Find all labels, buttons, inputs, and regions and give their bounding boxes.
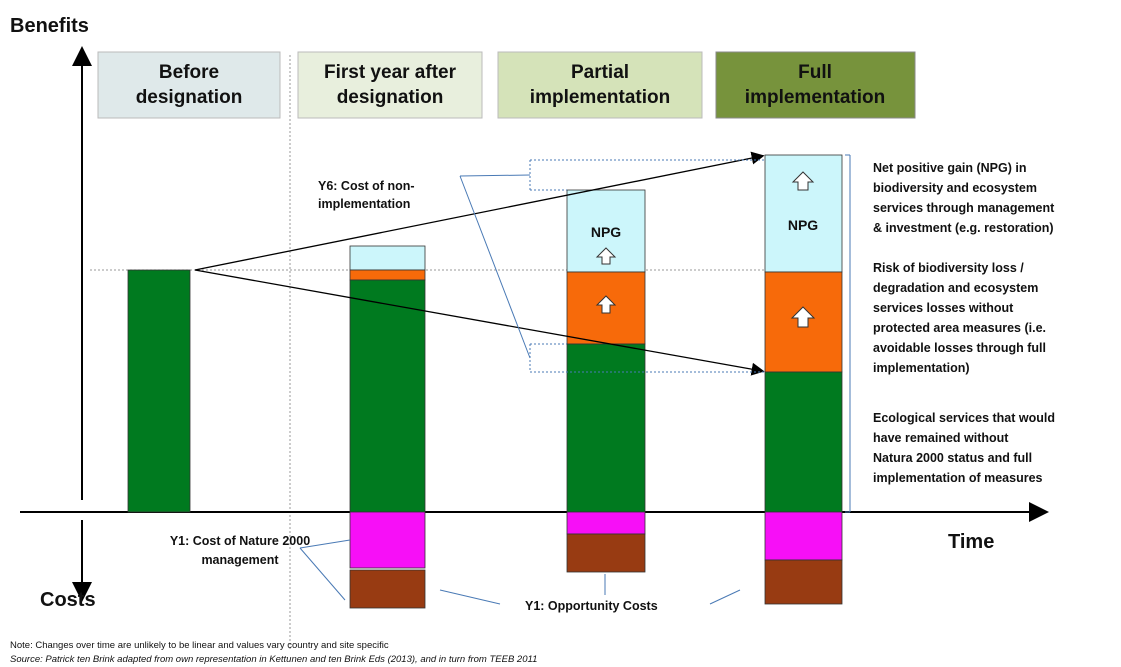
bar-opportunity [566,533,646,573]
axis-label: Time [948,531,994,553]
annotation: services through management [873,201,1055,215]
annotation: Risk of biodiversity loss / [873,261,1024,275]
trend-arrow [194,151,765,271]
source: Source: Patrick ten Brink adapted from o… [10,654,537,665]
bar-management [764,511,843,561]
brackets [529,159,765,373]
axis-label: Costs [40,589,96,611]
bar-management [349,511,426,569]
bar-management [566,511,646,535]
annotation: avoidable losses through full [873,341,1046,355]
up-arrows [595,171,816,328]
annotation: & investment (e.g. restoration) [873,221,1054,235]
phase-label: Full [798,62,832,83]
annotation: Y1: Cost of Nature 2000 [170,534,310,548]
annotation: biodiversity and ecosystem [873,181,1037,195]
phase-box [715,51,916,119]
phase-box [497,51,703,119]
npg-label: NPG [788,217,818,233]
npg-label: NPG [591,224,621,240]
header-boxes: Before designation First year after desi… [97,51,916,119]
bar-opportunity [349,569,426,609]
annotation: implementation of measures [873,471,1043,485]
annotation: Y6: Cost of non- [318,179,415,193]
phase-label: implementation [745,87,885,108]
annotation: Y1: Opportunity Costs [525,599,658,613]
bar-green [764,371,843,513]
phase-label: Before [159,62,219,83]
phase-label: designation [337,87,444,108]
note: Note: Changes over time are unlikely to … [10,640,389,651]
leader-lines [299,154,851,605]
bar-green [566,343,646,513]
bar-npg [349,245,426,271]
phase-label: designation [136,87,243,108]
trend-arrow [194,269,765,376]
annotations: Y6: Cost of non- implementation Y1: Cost… [10,161,1055,665]
annotation: have remained without [873,431,1009,445]
phase-box [97,51,281,119]
axis-label: Benefits [10,15,89,37]
annotation: implementation) [873,361,970,375]
annotation: implementation [318,197,410,211]
annotation: protected area measures (i.e. [873,321,1046,335]
phase-label: Partial [571,62,629,83]
bar-risk [349,269,426,281]
annotation: Ecological services that would [873,411,1055,425]
phase-label: First year after [324,62,457,83]
bar-opportunity [764,559,843,605]
bar-green [127,269,191,513]
annotation: Net positive gain (NPG) in [873,161,1027,175]
annotation: services losses without [873,301,1014,315]
phase-box [297,51,483,119]
annotation: management [201,553,279,567]
phase-label: implementation [530,87,670,108]
annotation: degradation and ecosystem [873,281,1038,295]
annotation: Natura 2000 status and full [873,451,1032,465]
bar-green [349,279,426,513]
